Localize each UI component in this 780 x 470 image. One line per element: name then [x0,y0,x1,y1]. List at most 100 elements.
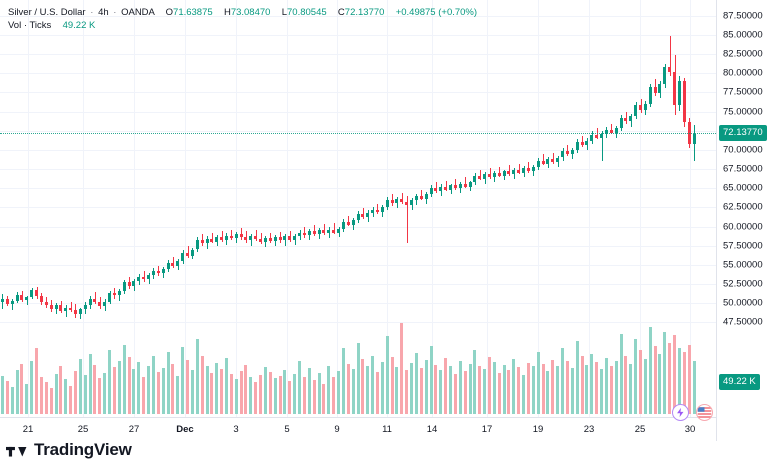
volume-bar [78,359,82,414]
candle-body [171,263,175,266]
us-flag-icon[interactable] [696,404,713,421]
candle-wick [480,169,481,181]
volume-bar [405,370,409,414]
volume-bar [502,364,506,414]
candle-wick [188,246,189,258]
candle-body [629,116,633,121]
gridline-horizontal [0,15,716,17]
candle-wick [261,233,262,245]
volume-bar [263,367,267,414]
candle-body [541,160,545,164]
volume-bar [288,381,292,414]
candle-wick [421,189,422,201]
volume-bar [127,357,131,414]
volume-bar [103,372,107,414]
legend-open-value: 71.63875 [173,7,213,18]
candle-body [307,231,311,235]
candle-body [181,252,185,261]
gridline-horizontal [0,245,716,247]
chart-plot-area[interactable] [0,0,716,417]
candle-body [483,174,487,179]
candle-body [98,302,102,307]
volume-bar [147,365,151,414]
volume-bar [522,374,526,414]
legend-volume-name[interactable]: Vol · Ticks [8,20,52,31]
candle-body [54,304,58,309]
candle-body [88,299,92,306]
volume-bar [298,360,302,414]
gridline-horizontal [0,54,716,55]
candle-body [458,183,462,189]
candle-body [200,240,204,244]
candle-wick [256,230,257,242]
candle-body [312,231,316,235]
volume-bar [186,360,190,414]
candle-body [317,230,321,235]
price-axis-tick: 60.00000 [723,221,763,232]
candle-body [395,198,399,204]
legend-interval[interactable]: 4h [98,7,109,18]
volume-bar [307,368,311,414]
candle-body [356,214,360,221]
legend-low-label: L [281,7,288,18]
price-axis-tick: 52.50000 [723,278,763,290]
time-axis-tick: 30 [684,424,696,435]
volume-bar [453,373,457,414]
volume-bar [565,360,569,414]
volume-bar [478,365,482,414]
time-axis-tick: Dec [176,424,194,435]
volume-bar [400,322,404,414]
volume-bar [507,370,511,414]
volume-bar [526,362,530,414]
volume-bar [244,364,248,414]
legend-high-label: H [223,7,231,18]
candle-body [210,238,214,242]
legend-change: +0.49875 (+0.70%) [395,7,478,18]
volume-bar [239,371,243,414]
candle-body [273,237,277,242]
candle-body [556,157,560,163]
candle-body [263,238,267,242]
volume-bar [39,377,43,414]
candle-body [648,86,652,104]
lightning-bolt-icon[interactable] [672,404,689,421]
volume-bar [575,340,579,414]
gridline-vertical [487,0,488,417]
candle-body [142,277,146,280]
candle-body [234,234,238,238]
candle-body [634,105,638,117]
candle-body [15,294,19,301]
candle-body [522,168,526,173]
legend-symbol[interactable]: Silver / U.S. Dollar [8,7,86,18]
candle-body [468,182,472,187]
gridline-vertical [287,0,288,417]
candle-body [653,86,657,94]
axis-corner [716,417,780,441]
volume-bar [517,367,521,414]
candle-body [561,151,565,158]
volume-bar [551,360,555,414]
volume-bar [473,350,477,414]
time-axis[interactable]: 21 25 27 Dec 3 5 9 11 14 17 19 23 25 30 [0,417,780,441]
volume-bar [98,378,102,414]
candle-wick [334,223,335,235]
candle-body [580,142,584,146]
gridline-vertical [337,0,338,417]
gridline-vertical [589,0,590,417]
volume-bar [483,369,487,414]
candle-body [10,300,14,304]
candle-body [546,159,550,164]
candle-wick [465,177,466,189]
candle-body [375,209,379,212]
candle-wick [553,152,554,164]
candle-wick [348,215,349,227]
candle-body [551,159,555,163]
time-axis-tick: 19 [532,424,544,435]
tradingview-logo[interactable]: TradingView [6,441,132,458]
volume-bar [668,342,672,414]
price-axis[interactable]: 87.50000 85.00000 82.50000 80.00000 77.50000… [716,0,780,417]
candle-wick [27,295,28,306]
volume-bar [210,372,214,414]
candle-body [20,294,24,301]
candle-body [439,186,443,192]
